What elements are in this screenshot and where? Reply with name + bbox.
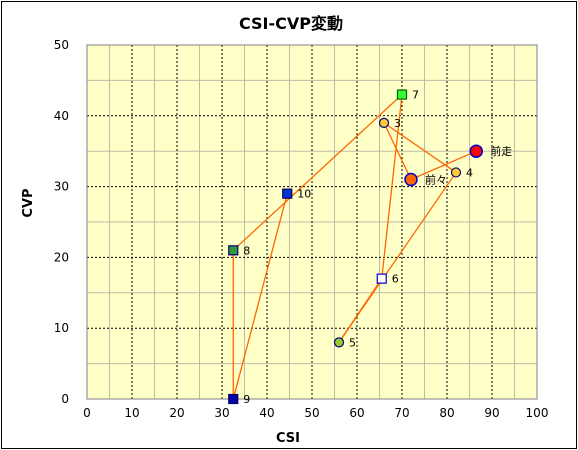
x-tick-label: 0 (83, 406, 91, 420)
y-tick-label: 30 (54, 180, 69, 194)
line-layer (232, 94, 477, 400)
y-tick-label: 10 (54, 321, 69, 335)
grid-layer (87, 45, 537, 399)
series-line-segment (383, 122, 412, 180)
x-tick-label: 20 (169, 406, 184, 420)
x-axis-title: CSI (276, 431, 300, 446)
y-tick-label: 0 (61, 392, 69, 406)
data-point (469, 144, 483, 158)
data-point-label: 4 (466, 166, 473, 179)
chart-title: CSI-CVP変動 (239, 14, 343, 33)
data-point-label: 10 (297, 188, 311, 201)
x-tick-label: 50 (304, 406, 319, 420)
x-tick-label: 100 (526, 406, 549, 420)
series-line-segment (232, 94, 403, 251)
series-line-segment (232, 193, 288, 400)
y-tick-label: 40 (54, 109, 69, 123)
data-point-label: 9 (243, 393, 250, 406)
data-point (404, 172, 418, 187)
data-point (282, 188, 293, 199)
series-line-segment (381, 94, 403, 279)
y-tick-label: 20 (54, 250, 69, 264)
data-point (228, 245, 239, 256)
x-tick-label: 70 (394, 406, 409, 420)
data-point (228, 393, 239, 405)
y-axis-title: CVP (21, 188, 36, 217)
x-tick-label: 90 (484, 406, 499, 420)
data-point-label: 前走 (490, 144, 512, 158)
marker-layer (228, 89, 483, 405)
series-line-segment (338, 278, 383, 343)
data-point (376, 273, 387, 284)
data-point-label: 5 (349, 336, 356, 349)
x-tick-label: 80 (439, 406, 454, 420)
x-tick-label: 10 (124, 406, 139, 420)
data-point (450, 167, 462, 178)
data-point-label: 6 (392, 273, 399, 286)
data-point (378, 117, 390, 128)
x-tick-label: 60 (349, 406, 364, 420)
data-point-label: 8 (243, 244, 250, 257)
data-point-label: 7 (412, 89, 419, 102)
x-tick-label: 30 (214, 406, 229, 420)
data-point-label: 3 (394, 117, 401, 130)
series-line-segment (410, 150, 477, 181)
y-tick-label: 50 (54, 38, 69, 52)
data-point (333, 337, 345, 348)
series-line-segment (383, 122, 457, 173)
plot-border (86, 44, 538, 400)
data-point (396, 89, 408, 100)
tick-layer: 0 10 20 30 40 50 60 70 80 90 100 0 10 20 30 40 50 (54, 38, 549, 420)
data-point-label: 前々 (425, 173, 447, 187)
x-tick-label: 40 (259, 406, 274, 420)
